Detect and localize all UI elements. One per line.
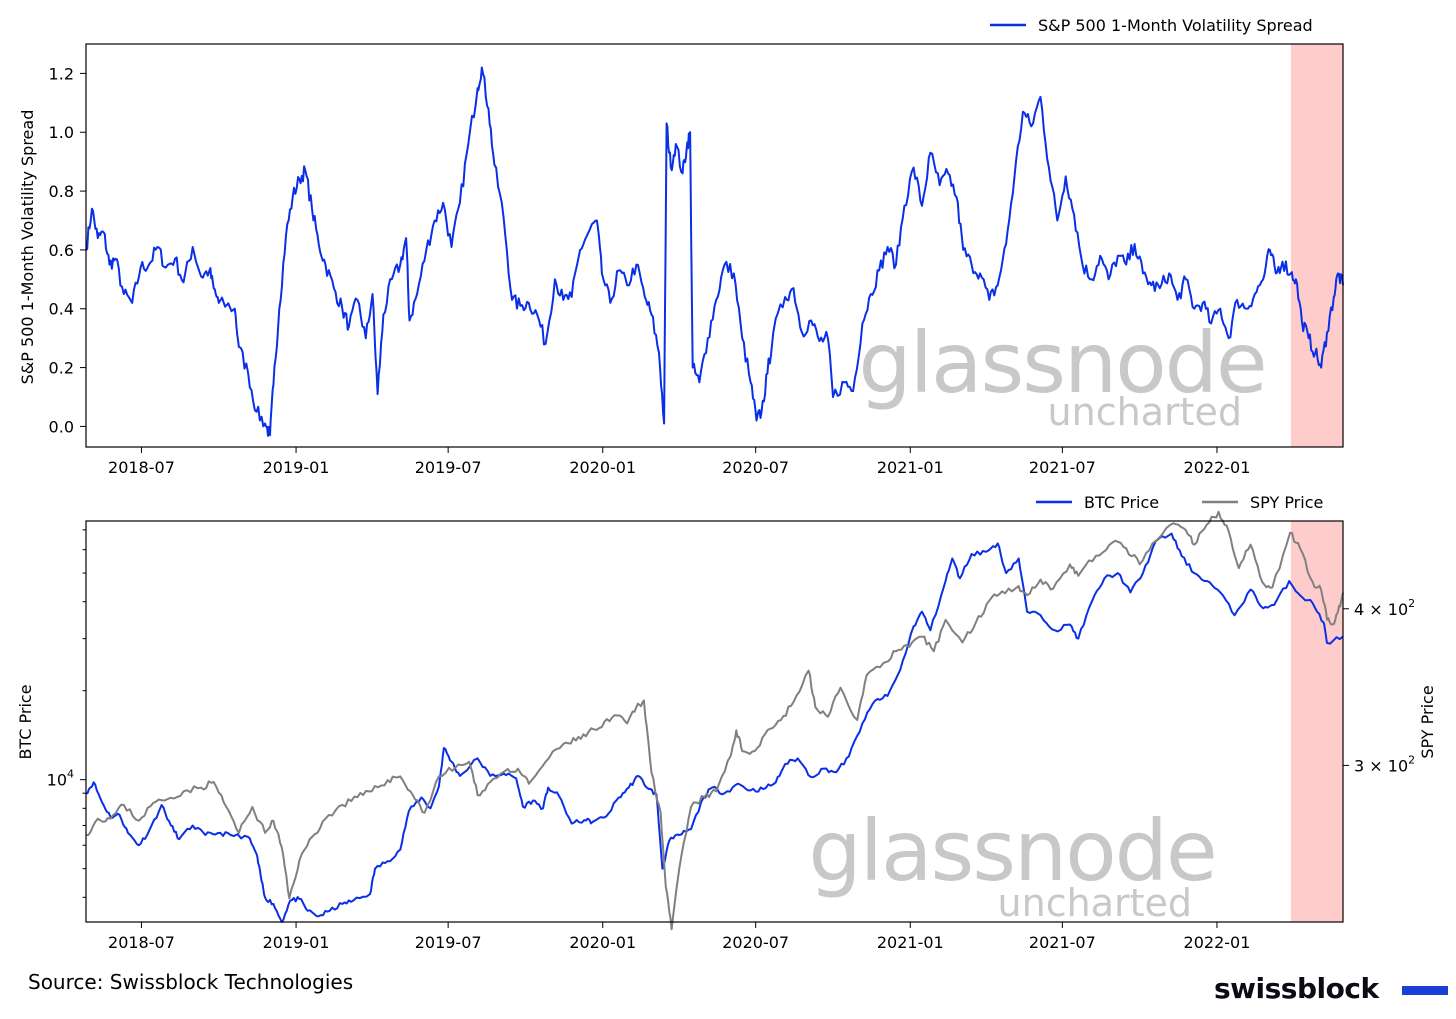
watermark-glassnode: glassnode bbox=[858, 314, 1265, 412]
axes-frame bbox=[85, 520, 1344, 923]
x-tick-label: 2022-01 bbox=[1184, 933, 1251, 952]
y-tick-label-right: 4 × 102 bbox=[1354, 597, 1415, 619]
price-panel: glassnode uncharted 2018-07 2019-01 2019-0… bbox=[16, 493, 1437, 952]
axis-ticks: 2018-07 2019-01 2019-07 2020-01 2020-07 2021-… bbox=[49, 64, 1251, 477]
axes-frame bbox=[85, 43, 1344, 448]
legend-label-spy: SPY Price bbox=[1250, 493, 1323, 512]
legend: S&P 500 1-Month Volatility Spread bbox=[990, 16, 1313, 35]
x-tick-label: 2020-01 bbox=[569, 458, 636, 477]
watermark-uncharted: uncharted bbox=[998, 881, 1192, 925]
x-tick-label: 2021-01 bbox=[877, 458, 944, 477]
brand-logo: swissblock bbox=[1214, 972, 1379, 1005]
x-tick-label: 2018-07 bbox=[108, 933, 175, 952]
x-tick-label: 2019-01 bbox=[263, 458, 330, 477]
y-tick-label: 0.6 bbox=[49, 241, 74, 260]
volatility-spread-panel: glassnode uncharted 2018-07 2019-01 2019-0… bbox=[18, 16, 1344, 477]
axis-ticks: 2018-07 2019-01 2019-07 2020-01 2020-07 2021-… bbox=[47, 529, 1415, 952]
x-tick-label: 2019-07 bbox=[415, 933, 482, 952]
plot-lines bbox=[85, 510, 1344, 931]
y-tick-label-right: 3 × 102 bbox=[1354, 753, 1415, 775]
x-tick-label: 2020-07 bbox=[722, 933, 789, 952]
highlight-band bbox=[1290, 44, 1343, 447]
y-tick-label: 0.4 bbox=[49, 300, 74, 319]
legend: BTC Price SPY Price bbox=[1036, 493, 1323, 512]
brand-logo-bar bbox=[1402, 986, 1448, 995]
y-axis-label: S&P 500 1-Month Volatility Spread bbox=[18, 110, 37, 385]
x-tick-label: 2019-01 bbox=[263, 933, 330, 952]
y-tick-label: 1.2 bbox=[49, 64, 74, 83]
x-tick-label: 2020-01 bbox=[569, 933, 636, 952]
watermark-glassnode: glassnode bbox=[808, 802, 1215, 900]
y-axis-label-left: BTC Price bbox=[16, 684, 35, 759]
source-note: Source: Swissblock Technologies bbox=[28, 970, 354, 994]
spy-price-line bbox=[86, 510, 1344, 931]
watermark-uncharted: uncharted bbox=[1048, 390, 1242, 434]
y-axis-label-right: SPY Price bbox=[1418, 685, 1437, 758]
y-tick-label: 1.0 bbox=[49, 123, 74, 142]
x-tick-label: 2020-07 bbox=[722, 458, 789, 477]
x-tick-label: 2019-07 bbox=[415, 458, 482, 477]
y-tick-label: 0.0 bbox=[49, 417, 74, 436]
plot-lines bbox=[85, 66, 1344, 437]
legend-label-vol: S&P 500 1-Month Volatility Spread bbox=[1038, 16, 1313, 35]
x-tick-label: 2021-01 bbox=[877, 933, 944, 952]
volatility-spread-line bbox=[85, 66, 1344, 437]
x-tick-label: 2022-01 bbox=[1184, 458, 1251, 477]
legend-label-btc: BTC Price bbox=[1084, 493, 1159, 512]
x-tick-label: 2021-07 bbox=[1029, 933, 1096, 952]
x-tick-label: 2018-07 bbox=[108, 458, 175, 477]
y-tick-label: 0.2 bbox=[49, 359, 74, 378]
highlight-band bbox=[1290, 521, 1343, 922]
btc-price-line bbox=[85, 532, 1344, 923]
y-tick-label-left: 104 bbox=[47, 768, 74, 790]
y-tick-label: 0.8 bbox=[49, 182, 74, 201]
x-tick-label: 2021-07 bbox=[1029, 458, 1096, 477]
